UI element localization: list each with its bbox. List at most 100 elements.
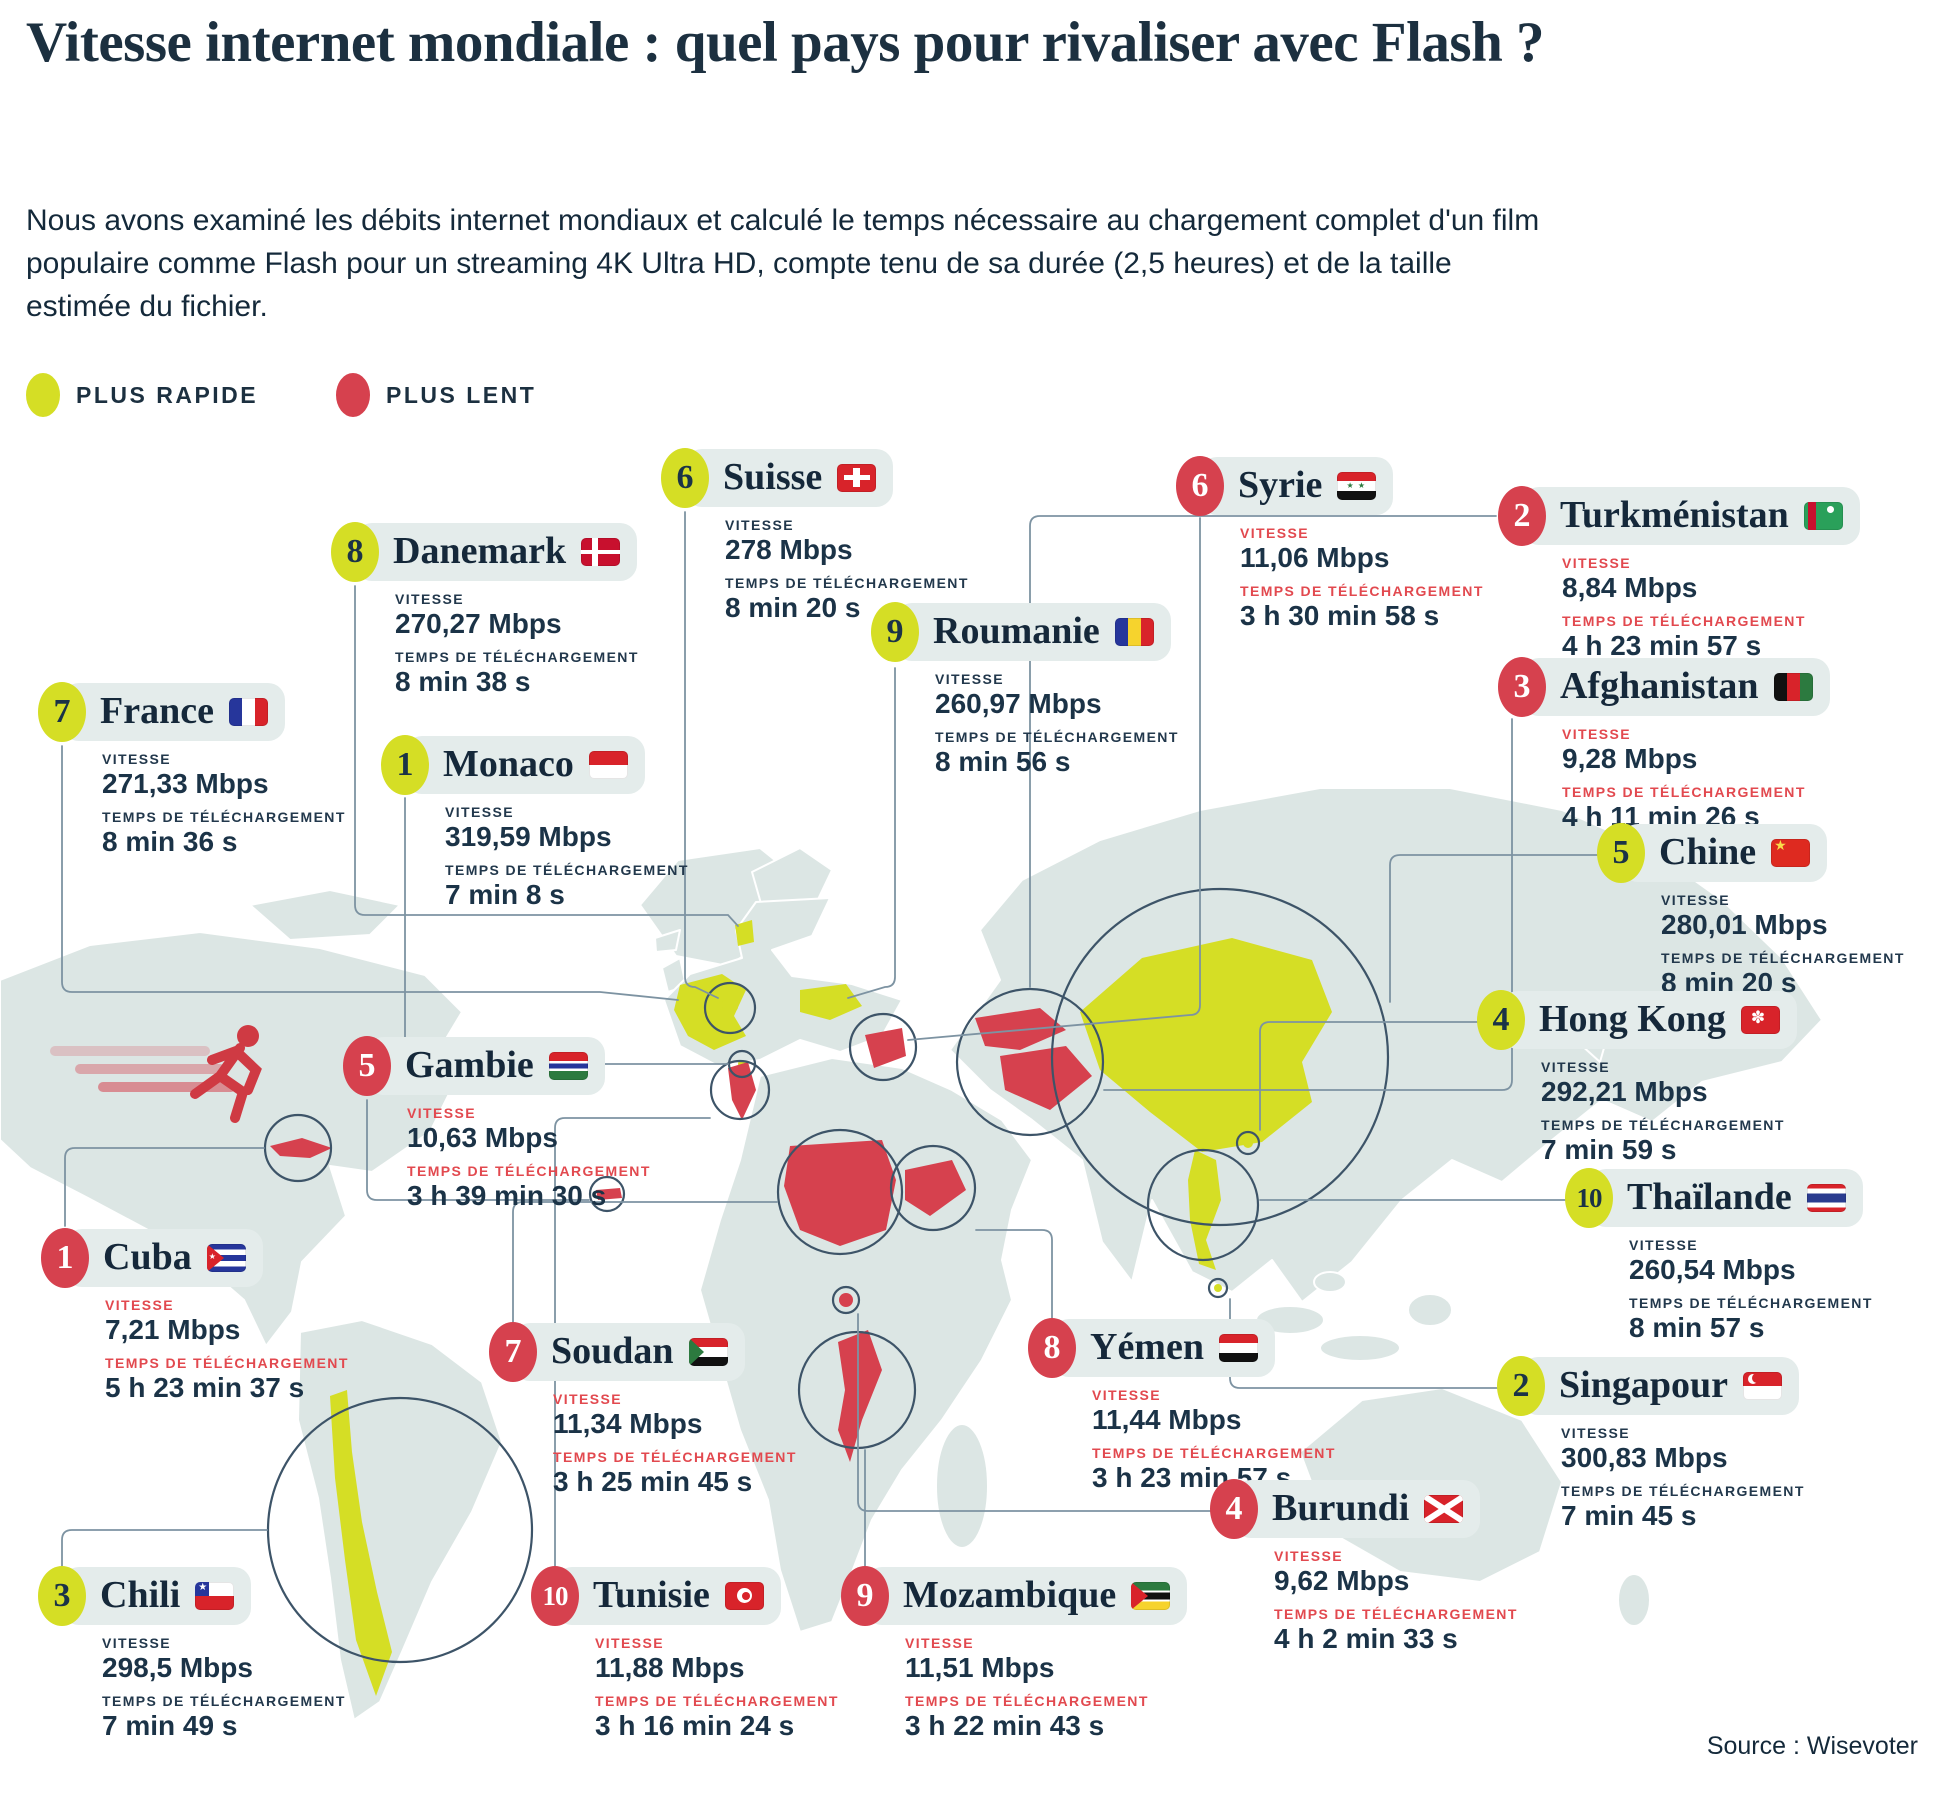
country-callout-yemen: 8 Yémen VITESSE 11,44 Mbps TEMPS DE TÉLÉCHAR… <box>1028 1318 1336 1494</box>
speed-value: 11,51 Mbps <box>905 1652 1055 1683</box>
time-label: TEMPS DE TÉLÉCHARGEMENT <box>105 1355 349 1371</box>
speed-value: 11,34 Mbps <box>553 1408 703 1439</box>
flag-soudan-icon <box>688 1337 728 1366</box>
time-label: TEMPS DE TÉLÉCHARGEMENT <box>1092 1445 1336 1461</box>
country-pill: Burundi <box>1234 1480 1481 1538</box>
speed-value: 270,27 Mbps <box>395 608 562 639</box>
callout-head: 7 Soudan <box>489 1322 745 1382</box>
flag-roumanie-icon <box>1114 617 1154 646</box>
speed-value: 9,28 Mbps <box>1562 743 1698 774</box>
connector-france <box>61 745 679 1001</box>
callout-head: 4 Burundi <box>1210 1479 1481 1539</box>
callout-head: 1 Cuba <box>41 1228 263 1288</box>
callout-head: 5 Gambie <box>343 1036 605 1096</box>
country-callout-burundi: 4 Burundi VITESSE 9,62 Mbps TEMPS DE TÉLÉCHA… <box>1210 1479 1518 1655</box>
map-highlight-afghanistan <box>1000 1046 1092 1110</box>
time-label: TEMPS DE TÉLÉCHARGEMENT <box>395 649 639 665</box>
rank-badge: 6 <box>1176 456 1224 516</box>
country-stats: VITESSE 278 Mbps TEMPS DE TÉLÉCHARGEMENT 8 … <box>725 517 969 624</box>
country-pill: Mozambique <box>865 1567 1188 1625</box>
rank-badge: 6 <box>661 448 709 508</box>
map-highlight-danemark <box>735 920 754 946</box>
time-value: 8 min 38 s <box>395 666 531 697</box>
time-value: 3 h 16 min 24 s <box>595 1710 795 1741</box>
country-stats: VITESSE 9,28 Mbps TEMPS DE TÉLÉCHARGEMENT 4… <box>1562 726 1830 833</box>
rank-badge: 8 <box>331 522 379 582</box>
country-pill: Thaïlande <box>1589 1169 1863 1227</box>
country-name: Burundi <box>1272 1487 1410 1530</box>
country-callout-thailande: 10 Thaïlande VITESSE 260,54 Mbps TEMPS DE TÉ… <box>1565 1168 1873 1344</box>
legend-faster: PLUS RAPIDE <box>26 368 258 422</box>
connector-roumanie <box>847 667 896 999</box>
time-label: TEMPS DE TÉLÉCHARGEMENT <box>935 729 1179 745</box>
speed-label: VITESSE <box>595 1635 664 1651</box>
country-name: Cuba <box>103 1236 192 1279</box>
map-highlight-turkmenistan <box>975 1008 1066 1050</box>
country-pill: Soudan <box>513 1323 745 1381</box>
speed-label: VITESSE <box>102 1635 171 1651</box>
country-callout-turkmenistan: 2 Turkménistan VITESSE 8,84 Mbps TEMPS DE TÉ… <box>1498 486 1860 662</box>
map-highlight-suisse <box>722 1000 738 1011</box>
country-pill: Cuba <box>65 1229 263 1287</box>
country-pill: Singapour <box>1521 1357 1799 1415</box>
time-label: TEMPS DE TÉLÉCHARGEMENT <box>725 575 969 591</box>
country-stats: VITESSE 260,97 Mbps TEMPS DE TÉLÉCHARGEMEN… <box>935 671 1179 778</box>
connector-singapour <box>1229 1298 1513 1389</box>
country-pill: Roumanie <box>895 603 1171 661</box>
country-name: Gambie <box>405 1044 534 1087</box>
flag-chine-icon <box>1771 838 1811 867</box>
flag-afghanistan-icon <box>1773 672 1813 701</box>
speed-value: 11,44 Mbps <box>1092 1404 1242 1435</box>
page-title: Vitesse internet mondiale : quel pays po… <box>26 11 1545 74</box>
country-stats: VITESSE 280,01 Mbps TEMPS DE TÉLÉCHARGEMEN… <box>1661 892 1905 999</box>
callout-head: 3 Afghanistan <box>1498 657 1830 717</box>
country-pill: Suisse <box>685 449 894 507</box>
speed-label: VITESSE <box>1661 892 1730 908</box>
speed-value: 7,21 Mbps <box>105 1314 241 1345</box>
country-callout-afghanistan: 3 Afghanistan VITESSE 9,28 Mbps TEMPS DE TÉL… <box>1498 657 1830 833</box>
callout-head: 5 Chine <box>1597 823 1828 883</box>
country-stats: VITESSE 8,84 Mbps TEMPS DE TÉLÉCHARGEMENT 4… <box>1562 555 1860 662</box>
speed-value: 300,83 Mbps <box>1561 1442 1728 1473</box>
country-name: Syrie <box>1238 464 1323 507</box>
time-value: 3 h 22 min 43 s <box>905 1710 1105 1741</box>
country-callout-gambie: 5 Gambie VITESSE 10,63 Mbps TEMPS DE TÉLÉCHA… <box>343 1036 651 1212</box>
rank-badge: 7 <box>489 1322 537 1382</box>
map-highlight-yemen <box>905 1160 966 1216</box>
rank-badge: 3 <box>1498 657 1546 717</box>
time-value: 7 min 45 s <box>1561 1500 1697 1531</box>
country-stats: VITESSE 9,62 Mbps TEMPS DE TÉLÉCHARGEMENT 4… <box>1274 1548 1518 1655</box>
map-highlight-hongkong <box>1243 1138 1253 1148</box>
country-stats: VITESSE 298,5 Mbps TEMPS DE TÉLÉCHARGEMENT… <box>102 1635 346 1742</box>
country-pill: Tunisie <box>555 1567 781 1625</box>
time-label: TEMPS DE TÉLÉCHARGEMENT <box>1561 1483 1805 1499</box>
map-highlight-chine <box>1080 938 1332 1152</box>
country-pill: Chili <box>62 1567 252 1625</box>
flag-gambie-icon <box>548 1051 588 1080</box>
country-stats: VITESSE 292,21 Mbps TEMPS DE TÉLÉCHARGEMEN… <box>1541 1059 1797 1166</box>
time-value: 4 h 23 min 57 s <box>1562 630 1762 661</box>
speed-label: VITESSE <box>1092 1387 1161 1403</box>
country-name: Singapour <box>1559 1364 1728 1407</box>
map-highlight-roumanie <box>800 984 862 1020</box>
flag-suisse-icon <box>837 463 877 492</box>
time-label: TEMPS DE TÉLÉCHARGEMENT <box>102 1693 346 1709</box>
country-name: Danemark <box>393 530 567 573</box>
time-label: TEMPS DE TÉLÉCHARGEMENT <box>1240 583 1484 599</box>
country-stats: VITESSE 319,59 Mbps TEMPS DE TÉLÉCHARGEMEN… <box>445 804 689 911</box>
connectors <box>61 511 1603 1567</box>
speed-value: 319,59 Mbps <box>445 821 612 852</box>
country-callout-suisse: 6 Suisse VITESSE 278 Mbps TEMPS DE TÉLÉCHARG… <box>661 448 969 624</box>
intro-paragraph: Nous avons examiné les débits internet m… <box>26 204 1540 323</box>
time-label: TEMPS DE TÉLÉCHARGEMENT <box>1562 613 1806 629</box>
rank-badge: 10 <box>1565 1168 1613 1228</box>
connector-tunisie <box>554 1117 711 1567</box>
speed-label: VITESSE <box>905 1635 974 1651</box>
country-stats: VITESSE 11,44 Mbps TEMPS DE TÉLÉCHARGEMENT… <box>1092 1387 1336 1494</box>
country-pill: Turkménistan <box>1522 487 1860 545</box>
country-pill: Syrie <box>1200 457 1394 515</box>
callout-head: 7 France <box>38 682 285 742</box>
